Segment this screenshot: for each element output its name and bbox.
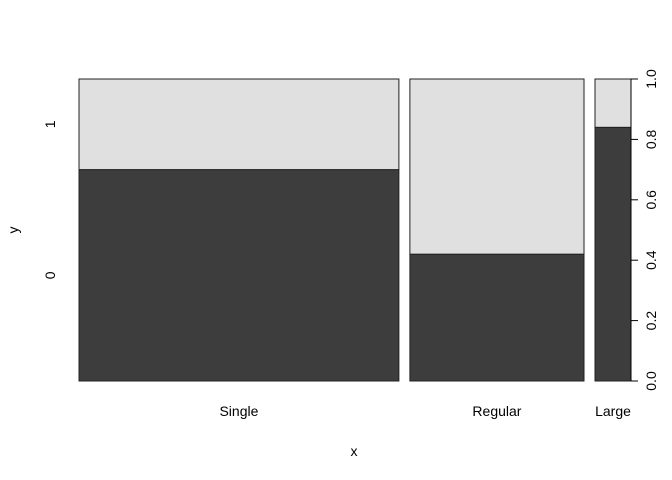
bar-regular-level-0: [409, 253, 585, 382]
right-axis-tick-label: 0.6: [643, 190, 659, 210]
right-axis-tick-label: 0.8: [643, 129, 659, 149]
bar-regular-level-1: [409, 78, 585, 255]
right-axis-tick-label: 0.2: [643, 311, 659, 331]
y-level-label-0: 0: [42, 271, 58, 279]
y-level-labels: 01: [42, 120, 58, 279]
x-category-labels: Single Regular Large: [219, 403, 631, 419]
y-level-label-1: 1: [42, 120, 58, 128]
bar-single-level-0: [78, 169, 400, 382]
right-axis-tick-label: 0.0: [643, 371, 659, 391]
x-tick-label-regular: Regular: [472, 403, 521, 419]
bars-group: [78, 78, 632, 382]
bar-single-level-1: [78, 78, 400, 171]
right-axis-tick-label: 0.4: [643, 250, 659, 270]
y-axis-label: y: [5, 227, 21, 234]
bar-large-level-1: [594, 78, 632, 128]
right-axis: 0.0 0.2 0.4 0.6 0.8 1.0: [630, 69, 659, 391]
x-axis-label: x: [351, 443, 358, 459]
right-axis-tick-label: 1.0: [643, 69, 659, 89]
bar-large-level-0: [594, 126, 632, 382]
x-tick-label-large: Large: [595, 403, 631, 419]
x-tick-label-single: Single: [219, 403, 258, 419]
